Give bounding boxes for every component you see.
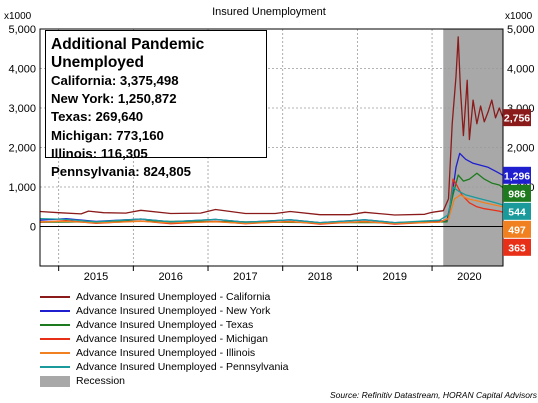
end-value-tag-bg (503, 166, 531, 184)
legend-swatch (40, 296, 70, 298)
x-tick-label: 2019 (382, 271, 406, 283)
x-tick-label: 2017 (233, 271, 257, 283)
y-tick-label-left: 0 (30, 222, 36, 234)
legend-label: Advance Insured Unemployed - New York (76, 305, 271, 317)
legend-label: Advance Insured Unemployed - Texas (76, 319, 254, 331)
legend-item: Advance Insured Unemployed - New York (40, 304, 288, 318)
chart-title: Insured Unemployment (212, 6, 326, 18)
x-tick-label: 2016 (158, 271, 182, 283)
end-value-tag-label: 1,296 (504, 170, 530, 182)
y-tick-label-right: 4,000 (507, 64, 535, 76)
x-tick-label: 2020 (457, 271, 481, 283)
end-value-tag-label: 363 (508, 242, 526, 254)
end-value-tag-bg (503, 238, 531, 256)
source-note: Source: Refinitiv Datastream, HORAN Capi… (330, 390, 538, 400)
end-value-tag-bg (503, 202, 531, 220)
end-value-tag: 986 (503, 184, 531, 202)
end-value-tag-bg (503, 109, 531, 127)
series-line (39, 36, 504, 216)
value-tag-layer: 2,756 1,296 986 544 497 363 (503, 109, 531, 256)
y-tick-label-right: 2,000 (507, 143, 535, 155)
legend-swatch (40, 375, 70, 387)
legend-item: Recession (40, 374, 288, 388)
x-tick-label: 2015 (84, 271, 108, 283)
end-value-tag: 1,296 (503, 166, 531, 184)
legend-item: Advance Insured Unemployed - Texas (40, 318, 288, 332)
series-layer (39, 36, 504, 225)
legend-swatch (40, 310, 70, 312)
series-line (39, 186, 504, 224)
end-value-tag-bg (503, 184, 531, 202)
y-tick-label-left: 3,000 (8, 103, 36, 115)
legend-label: Advance Insured Unemployed - California (76, 291, 271, 303)
end-value-tag: 363 (503, 238, 531, 256)
end-value-tag-label: 986 (508, 188, 526, 200)
end-value-tag-label: 544 (508, 206, 526, 218)
x-tick-label: 2018 (308, 271, 332, 283)
annotation-line: Pennsylvania: 824,805 (51, 164, 192, 180)
end-value-tag: 2,756 (503, 109, 531, 127)
legend-label: Advance Insured Unemployed - Illinois (76, 347, 256, 359)
legend-item: Advance Insured Unemployed - Illinois (40, 346, 288, 360)
legend-label: Advance Insured Unemployed - Michigan (76, 333, 269, 345)
legend-label: Recession (76, 375, 126, 387)
annotation-line: Texas: 269,640 (51, 109, 144, 125)
annotation-line: California: 3,375,498 (51, 73, 179, 88)
end-value-tag: 544 (503, 202, 531, 220)
chart-legend: Advance Insured Unemployed - California A… (40, 290, 288, 388)
legend-swatch (40, 352, 70, 354)
legend-swatch (40, 324, 70, 326)
annotation-title: Additional Pandemic Unemployed (51, 36, 205, 71)
left-axis-unit: x1000 (4, 11, 32, 22)
annotation-line: Michigan: 773,160 (51, 127, 164, 143)
legend-item: Advance Insured Unemployed - Michigan (40, 332, 288, 346)
plot-frame (39, 28, 504, 267)
end-value-tag-bg (503, 220, 531, 238)
legend-item: Advance Insured Unemployed - California (40, 290, 288, 304)
end-value-tag-label: 497 (508, 224, 526, 236)
y-tick-label-left: 2,000 (8, 143, 36, 155)
pandemic-unemployed-annotation: Additional Pandemic Unemployed Californi… (45, 30, 267, 179)
end-value-tag: 497 (503, 220, 531, 238)
legend-label: Advance Insured Unemployed - Pennsylvani… (76, 361, 289, 373)
y-tick-label-right: 5,000 (507, 24, 535, 36)
end-value-tag-label: 2,756 (504, 113, 530, 125)
annotation-line: New York: 1,250,872 (51, 91, 177, 107)
y-tick-label-left: 4,000 (8, 64, 36, 76)
legend-item: Advance Insured Unemployed - Pennsylvani… (40, 360, 288, 374)
legend-swatch (40, 338, 70, 340)
right-axis-unit: x1000 (505, 11, 533, 22)
series-line (39, 194, 504, 224)
annotation-line: Illinois: 116,305 (51, 145, 148, 161)
y-tick-label-left: 5,000 (8, 24, 36, 36)
series-line (39, 178, 504, 225)
y-tick-label-left: 1,000 (8, 182, 36, 194)
legend-swatch (40, 366, 70, 368)
